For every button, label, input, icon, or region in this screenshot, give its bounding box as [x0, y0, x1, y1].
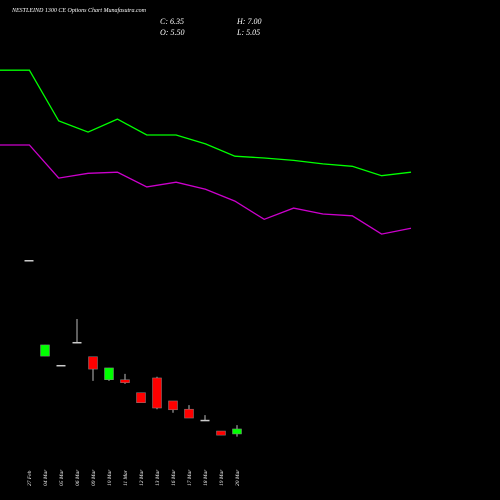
x-tick-label: 11 Mar [123, 469, 129, 486]
candle-body [136, 392, 146, 403]
candle-body [200, 419, 210, 422]
candle-body [40, 344, 50, 357]
candle-body [152, 377, 162, 409]
header-low: L: 5.05 [236, 28, 260, 37]
x-tick-label: 18 Mar [203, 469, 209, 486]
x-tick-label: 16 Mar [171, 469, 177, 486]
x-tick-label: 05 Mar [59, 469, 65, 486]
candle-body [104, 367, 114, 380]
x-tick-label: 06 Mar [75, 469, 81, 486]
x-tick-label: 09 Mar [91, 469, 97, 486]
x-tick-label: 12 Mar [139, 469, 145, 486]
candle-body [88, 356, 98, 370]
candle-body [120, 379, 130, 383]
header-close: C: 6.35 [160, 17, 184, 26]
x-tick-label: 10 Mar [107, 469, 113, 486]
x-tick-label: 20 Mar [235, 469, 241, 486]
candle-body [168, 400, 178, 411]
candle-body [72, 341, 82, 344]
x-tick-label: 04 Mar [42, 469, 49, 486]
header-open: O: 5.50 [160, 28, 184, 37]
line-series [0, 69, 412, 177]
line-series [0, 144, 412, 235]
x-tick-label: 27 Feb [27, 470, 33, 486]
x-tick-label: 17 Mar [187, 469, 193, 486]
candle-body [56, 364, 66, 367]
x-tick-label: 19 Mar [219, 469, 225, 486]
candle-body [24, 260, 34, 262]
candle-body [232, 428, 242, 435]
x-tick-label: 13 Mar [155, 469, 161, 486]
header-high: H: 7.00 [236, 17, 261, 26]
candle-body [216, 430, 226, 436]
chart-title: NESTLEIND 1300 CE Options Chart Munafasu… [11, 7, 147, 14]
candle-body [184, 408, 194, 419]
